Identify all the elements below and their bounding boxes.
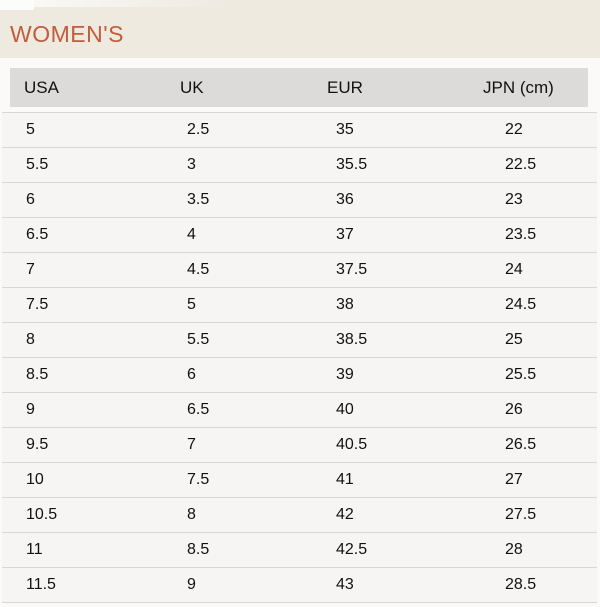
cell-jpn: 28 [505, 541, 523, 558]
cell-eur: 38.5 [336, 331, 368, 348]
cell-eur: 39 [336, 366, 354, 383]
cell-uk: 8 [187, 506, 196, 523]
cell-jpn: 27 [505, 471, 523, 488]
cell-uk: 5 [187, 296, 196, 313]
cell-uk: 9 [187, 576, 196, 593]
table-row: 6.5 4 37 23.5 [2, 218, 597, 253]
cell-usa: 6 [26, 191, 35, 208]
cell-eur: 38 [336, 296, 354, 313]
cell-eur: 36 [336, 191, 354, 208]
cell-eur: 40 [336, 401, 354, 418]
cell-usa: 9 [26, 401, 35, 418]
cell-usa: 11.5 [26, 576, 56, 593]
cell-usa: 9.5 [26, 436, 49, 453]
section-banner: WOMEN'S [0, 0, 600, 58]
cell-uk: 6 [187, 366, 196, 383]
cell-usa: 8.5 [26, 366, 49, 383]
table-row: 8.5 6 39 25.5 [2, 358, 597, 393]
cell-usa: 8 [26, 331, 35, 348]
corner-artifact [0, 0, 34, 10]
cell-eur: 35 [336, 121, 354, 138]
column-header-eur: EUR [327, 78, 363, 97]
cell-eur: 41 [336, 471, 354, 488]
column-header-uk: UK [180, 78, 204, 97]
cell-usa: 5.5 [26, 156, 49, 173]
cell-uk: 5.5 [187, 331, 210, 348]
table-row: 11.5 9 43 28.5 [2, 568, 597, 603]
cell-usa: 6.5 [26, 226, 49, 243]
column-header-usa: USA [24, 78, 59, 97]
cell-eur: 37 [336, 226, 354, 243]
cell-jpn: 27.5 [505, 506, 537, 523]
column-header-jpn: JPN (cm) [483, 78, 554, 97]
table-body: 5 2.5 35 22 5.5 3 35.5 22.5 6 3.5 36 23 [2, 112, 597, 603]
table-row: 7.5 5 38 24.5 [2, 288, 597, 323]
table-row: 5.5 3 35.5 22.5 [2, 148, 597, 183]
table-row: 9 6.5 40 26 [2, 393, 597, 428]
cell-jpn: 22 [505, 121, 523, 138]
table-row: 10.5 8 42 27.5 [2, 498, 597, 533]
cell-uk: 3.5 [187, 191, 210, 208]
size-conversion-table: USA UK EUR JPN (cm) 5 2.5 35 22 5.5 3 35… [0, 68, 600, 603]
cell-eur: 42.5 [336, 541, 368, 558]
cell-eur: 42 [336, 506, 354, 523]
cell-jpn: 25.5 [505, 366, 537, 383]
cell-jpn: 23 [505, 191, 523, 208]
cell-eur: 35.5 [336, 156, 368, 173]
table-row: 6 3.5 36 23 [2, 183, 597, 218]
cell-uk: 2.5 [187, 121, 210, 138]
cell-jpn: 24 [505, 261, 523, 278]
cell-usa: 11 [26, 541, 43, 558]
table-row: 8 5.5 38.5 25 [2, 323, 597, 358]
cell-usa: 5 [26, 121, 35, 138]
cell-usa: 10.5 [26, 506, 58, 523]
cell-eur: 43 [336, 576, 354, 593]
cell-jpn: 22.5 [505, 156, 537, 173]
cell-eur: 40.5 [336, 436, 368, 453]
cell-jpn: 26.5 [505, 436, 537, 453]
cell-jpn: 28.5 [505, 576, 537, 593]
cell-usa: 7 [26, 261, 35, 278]
cell-uk: 7.5 [187, 471, 210, 488]
cell-uk: 4 [187, 226, 196, 243]
cell-eur: 37.5 [336, 261, 368, 278]
cell-usa: 10 [26, 471, 44, 488]
cell-jpn: 24.5 [505, 296, 537, 313]
table-row: 7 4.5 37.5 24 [2, 253, 597, 288]
page-title: WOMEN'S [10, 21, 124, 47]
cell-jpn: 25 [505, 331, 523, 348]
cell-uk: 8.5 [187, 541, 210, 558]
table-row: 10 7.5 41 27 [2, 463, 597, 498]
table-header-row: USA UK EUR JPN (cm) [10, 68, 588, 107]
table-row: 9.5 7 40.5 26.5 [2, 428, 597, 463]
cell-jpn: 23.5 [505, 226, 537, 243]
table-row: 11 8.5 42.5 28 [2, 533, 597, 568]
cell-uk: 3 [187, 156, 196, 173]
screenshot-top-fade [0, 0, 230, 7]
cell-uk: 6.5 [187, 401, 210, 418]
cell-jpn: 26 [505, 401, 523, 418]
cell-uk: 7 [187, 436, 196, 453]
cell-usa: 7.5 [26, 296, 49, 313]
cell-uk: 4.5 [187, 261, 210, 278]
table-row: 5 2.5 35 22 [2, 113, 597, 148]
